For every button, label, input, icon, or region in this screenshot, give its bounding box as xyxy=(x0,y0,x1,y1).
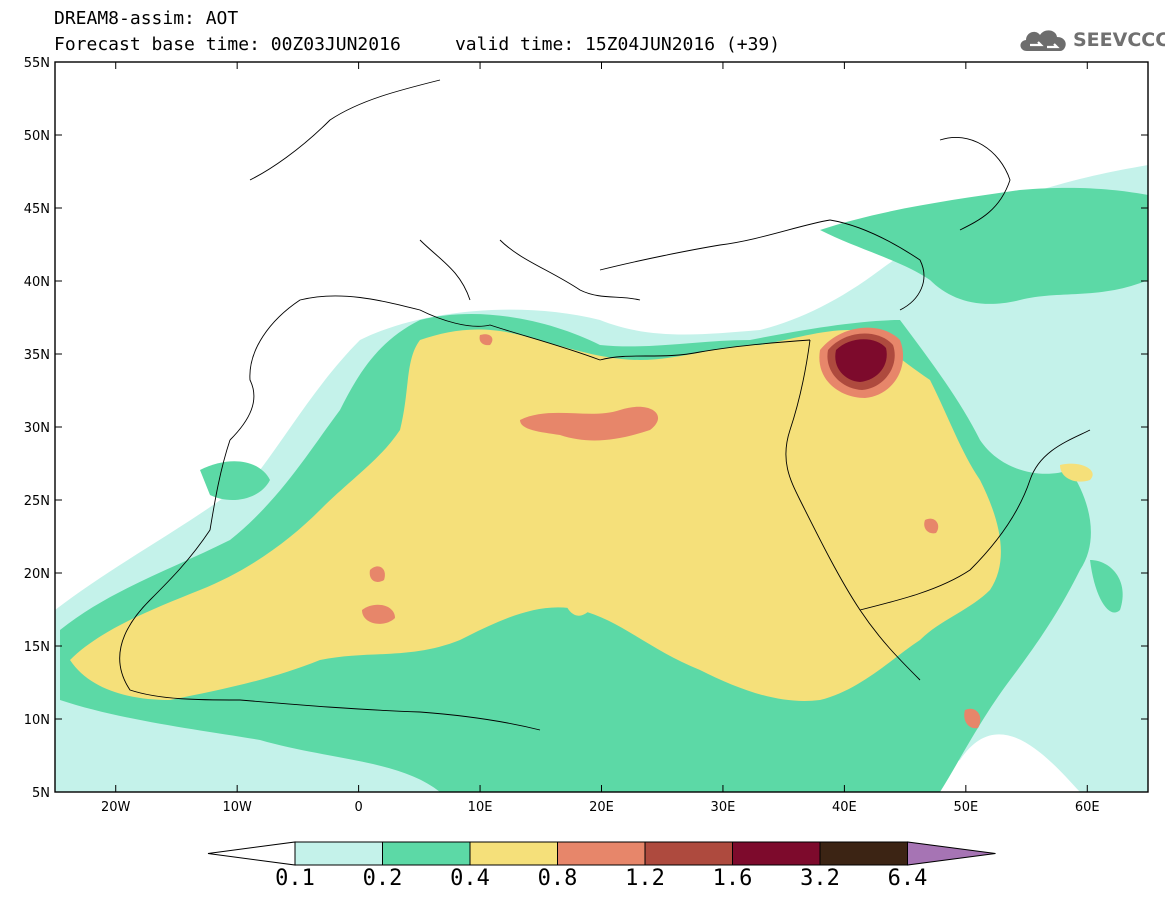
colorbar-label: 1.6 xyxy=(712,866,753,891)
colorbar-segment xyxy=(294,841,383,866)
colorbar-label: 0.2 xyxy=(362,866,403,891)
colorbar-label: 0.4 xyxy=(450,866,490,891)
colorbar xyxy=(207,841,996,866)
cloud-icon xyxy=(1020,30,1066,51)
lat-label: 55N xyxy=(24,56,50,71)
lat-label: 30N xyxy=(24,421,50,436)
colorbar-segment xyxy=(557,841,646,866)
aot-contour-1.6 xyxy=(835,339,887,382)
colorbar-segment xyxy=(382,841,471,866)
lon-label: 50E xyxy=(953,800,978,815)
lon-label: 20E xyxy=(589,800,614,815)
aot-contour-0.4 xyxy=(70,329,1093,701)
lat-label: 5N xyxy=(32,786,50,801)
latitude-axis: 5N 10N 15N 20N 25N 30N 35N 40N 45N 50N 55N xyxy=(24,56,1148,801)
colorbar-high-extension xyxy=(907,841,996,866)
lon-label: 20W xyxy=(101,800,131,815)
coastlines xyxy=(119,79,1091,731)
colorbar-label: 1.2 xyxy=(625,866,665,891)
lat-label: 25N xyxy=(24,494,50,509)
longitude-axis: 20W 10W 0 10E 20E 30E 40E 50E 60E xyxy=(101,62,1100,815)
lat-label: 50N xyxy=(24,129,50,144)
lon-label: 60E xyxy=(1075,800,1100,815)
lat-label: 15N xyxy=(24,640,50,655)
colorbar-label: 6.4 xyxy=(887,866,928,891)
colorbar-segment xyxy=(732,841,821,866)
colorbar-segment xyxy=(644,841,733,866)
colorbar-label: 3.2 xyxy=(800,866,840,891)
lat-label: 45N xyxy=(24,202,50,217)
lon-label: 30E xyxy=(711,800,736,815)
forecast-time-line: Forecast base time: 00Z03JUN2016 valid t… xyxy=(54,34,781,55)
lon-label: 10W xyxy=(222,800,252,815)
colorbar-label: 0.1 xyxy=(275,866,315,891)
logo-text: SEEVCCC xyxy=(1073,29,1165,51)
lat-label: 20N xyxy=(24,567,50,582)
lon-label: 40E xyxy=(832,800,857,815)
colorbar-segment xyxy=(819,841,908,866)
colorbar-segment xyxy=(469,841,558,866)
lon-label: 0 xyxy=(354,800,362,815)
lon-label: 10E xyxy=(468,800,493,815)
lat-label: 10N xyxy=(24,713,50,728)
map-title: DREAM8-assim: AOT xyxy=(54,8,239,29)
lat-label: 35N xyxy=(24,348,50,363)
colorbar-low-extension xyxy=(207,841,296,866)
lat-label: 40N xyxy=(24,275,50,290)
map-field xyxy=(55,62,1148,792)
seevccc-logo: SEEVCCC xyxy=(1017,24,1165,56)
colorbar-label: 0.8 xyxy=(537,866,578,891)
